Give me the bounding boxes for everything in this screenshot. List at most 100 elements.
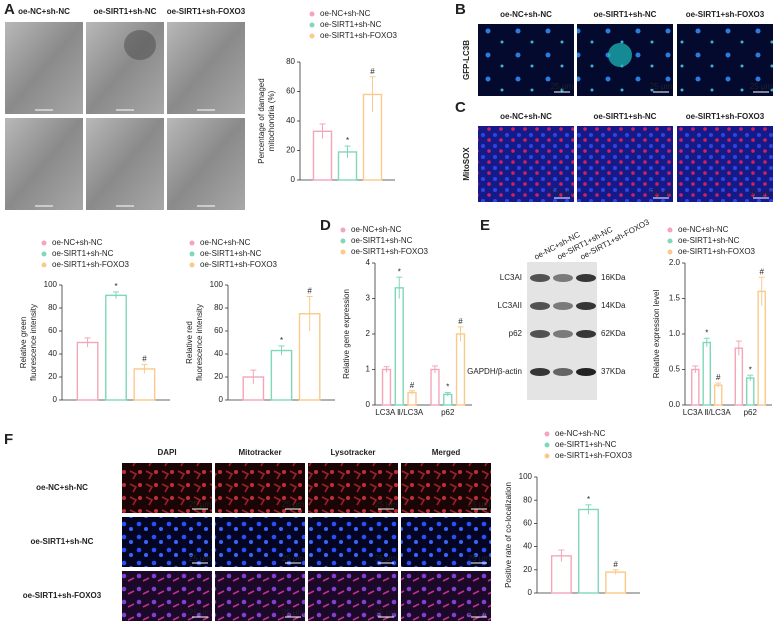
significance-marker: * (280, 336, 283, 345)
fluorescence-image (577, 126, 673, 202)
bar (702, 341, 711, 406)
y-tick-label: 40 (214, 349, 223, 358)
fluorescence-image (677, 24, 773, 96)
legend-marker (544, 442, 550, 448)
y-tick-label: 0 (219, 395, 224, 404)
scale-label: 25 μm (189, 608, 212, 617)
y-tick-label: 80 (214, 303, 223, 312)
column-header: oe-SIRT1+sh-FOXO3 (686, 112, 765, 121)
fluorescence-image (215, 517, 305, 567)
y-tick-label: 80 (48, 303, 57, 312)
bar (691, 368, 700, 406)
significance-marker: * (446, 383, 449, 392)
y-tick-label: 20 (523, 565, 532, 574)
legend-marker (41, 240, 47, 246)
x-tick-label: LC3A Ⅱ/LC3A (375, 408, 424, 417)
legend-label: oe-SIRT1+sh-NC (678, 236, 740, 245)
fluorescence-image (478, 126, 574, 202)
y-axis-label: Percentage of damaged (257, 78, 266, 163)
legend-label: oe-SIRT1+sh-NC (200, 249, 262, 258)
y-tick-label: 0 (528, 588, 533, 597)
scale-label: 25 μm (468, 500, 491, 509)
bar (381, 368, 392, 406)
x-tick-label: LC3A Ⅱ/LC3A (683, 408, 732, 417)
nucleus (124, 30, 156, 60)
column-header: oe-SIRT1+sh-FOXO3 (167, 7, 246, 16)
legend-marker (667, 227, 673, 233)
scale-label: 25 μm (750, 82, 773, 91)
bar (407, 391, 417, 406)
column-header: oe-SIRT1+sh-NC (594, 10, 657, 19)
legend-label: oe-SIRT1+sh-FOXO3 (52, 260, 130, 269)
band-label: p62 (509, 329, 523, 338)
fluorescence-image (308, 463, 398, 513)
scale-label: 25 μm (189, 500, 212, 509)
scale-label: 25 μm (282, 608, 305, 617)
band (553, 368, 573, 376)
fluorescence-image (401, 463, 491, 513)
y-axis-label: Relative expression level (652, 290, 661, 379)
band-size: 16KDa (601, 273, 626, 282)
legend-label: oe-SIRT1+sh-FOXO3 (320, 31, 398, 40)
tem-image (86, 118, 164, 210)
significance-marker: * (705, 328, 708, 337)
significance-marker: # (307, 287, 312, 296)
legend-label: oe-NC+sh-NC (351, 225, 402, 234)
legend-label: oe-NC+sh-NC (200, 238, 251, 247)
legend-marker (189, 240, 195, 246)
fluorescence-image (122, 571, 212, 621)
band (576, 302, 596, 310)
fluorescence-image (308, 571, 398, 621)
scale-label: 25 μm (375, 608, 398, 617)
y-tick-label: 40 (523, 542, 532, 551)
y-tick-label: 4 (366, 258, 371, 267)
legend-marker (309, 11, 315, 17)
column-header: Mitotracker (238, 448, 281, 457)
band (576, 330, 596, 338)
bar (76, 341, 99, 401)
y-axis-label: Relative green (19, 317, 28, 369)
scale-label: 50 μm (750, 188, 773, 197)
legend-marker (340, 227, 346, 233)
band-label: LC3AII (498, 301, 522, 310)
legend-marker (41, 251, 47, 257)
y-tick-label: 1.5 (669, 294, 681, 303)
y-axis-label: Relative gene expression (342, 289, 351, 379)
band-size: 37KDa (601, 367, 626, 376)
column-header: oe-SIRT1+sh-NC (594, 112, 657, 121)
legend-marker (544, 431, 550, 437)
bar (455, 333, 466, 406)
legend-label: oe-SIRT1+sh-FOXO3 (200, 260, 278, 269)
band-size: 14KDa (601, 301, 626, 310)
band (530, 368, 550, 376)
band (553, 274, 573, 282)
legend-marker (189, 262, 195, 268)
y-tick-label: 60 (523, 519, 532, 528)
fluorescence-image (478, 24, 574, 96)
fluorescence-image (215, 571, 305, 621)
legend-marker (309, 22, 315, 28)
y-tick-label: 2.0 (669, 258, 681, 267)
band-label: LC3AI (500, 273, 522, 282)
y-tick-label: 20 (286, 146, 295, 155)
legend-label: oe-SIRT1+sh-FOXO3 (555, 451, 633, 460)
panel-letter: A (4, 1, 15, 18)
row-label: oe-SIRT1+sh-FOXO3 (23, 591, 102, 600)
scale-label: 50 μm (650, 188, 673, 197)
column-header: oe-NC+sh-NC (500, 10, 552, 19)
y-axis-label: mitochondria (%) (267, 90, 276, 151)
fluorescence-image (122, 517, 212, 567)
column-header: Merged (432, 448, 461, 457)
y-tick-label: 1.0 (669, 329, 681, 338)
scale-label: 25 μm (468, 554, 491, 563)
band-label: GAPDH/β-actin (467, 367, 522, 376)
scale-label: 25 μm (282, 554, 305, 563)
column-header: DAPI (157, 448, 176, 457)
fluorescence-image (215, 463, 305, 513)
y-tick-label: 40 (48, 349, 57, 358)
significance-marker: # (370, 67, 375, 76)
y-tick-label: 0 (53, 395, 58, 404)
legend-label: oe-NC+sh-NC (678, 225, 729, 234)
y-tick-label: 60 (214, 326, 223, 335)
legend-marker (340, 238, 346, 244)
